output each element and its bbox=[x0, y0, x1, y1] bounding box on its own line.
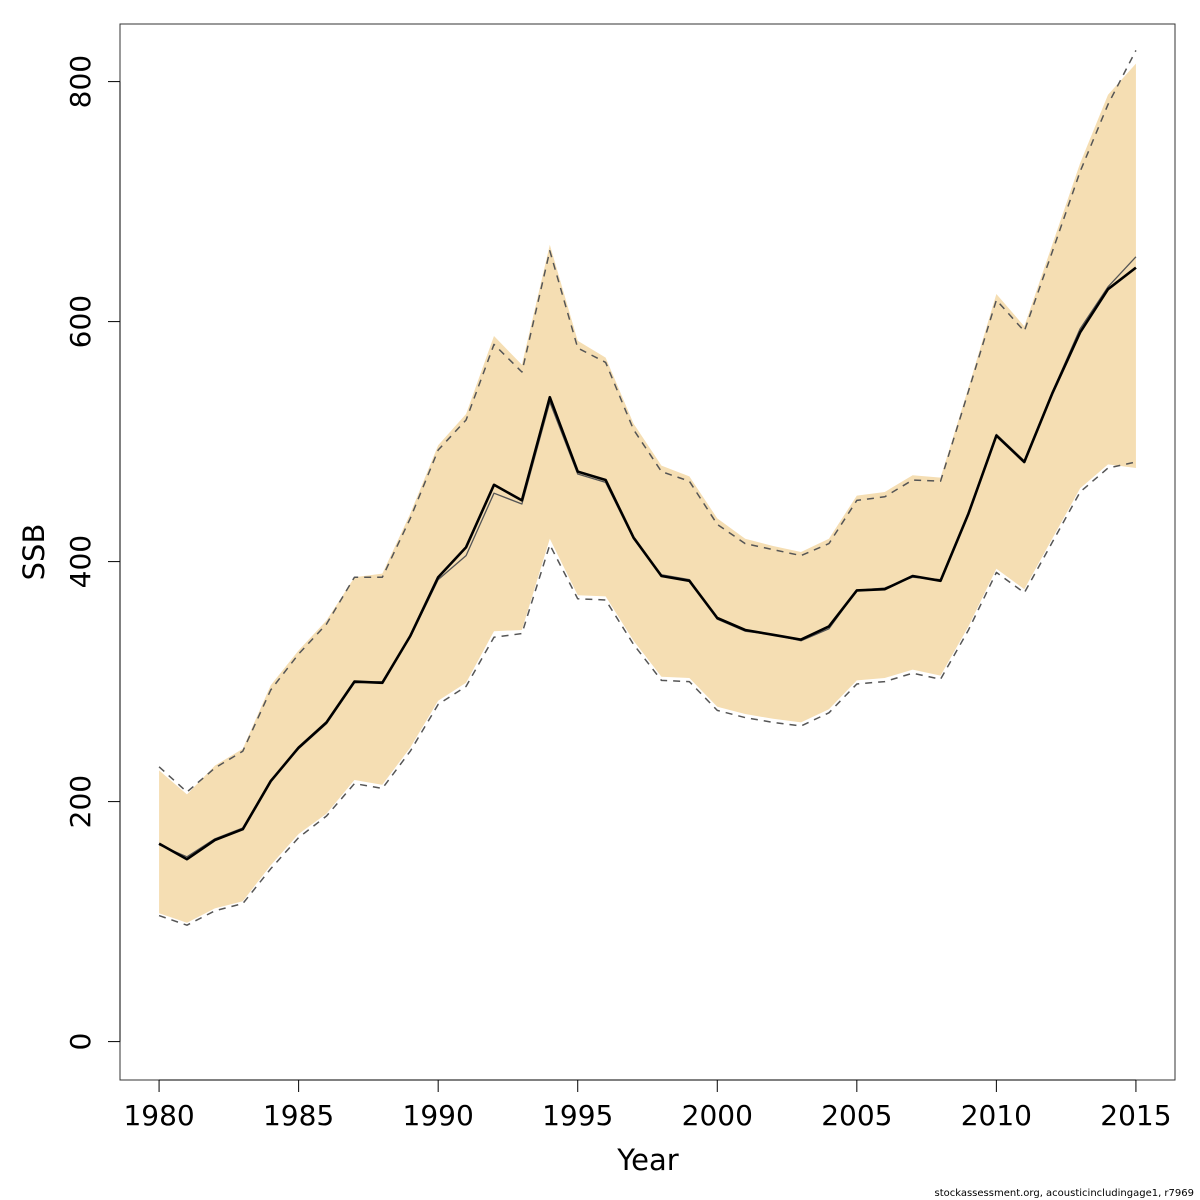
y-axis-title: SSB bbox=[17, 524, 51, 581]
series-line-lower-interval bbox=[158, 461, 1137, 926]
y-tick-label: 600 bbox=[64, 295, 97, 348]
x-tick-label: 1985 bbox=[263, 1099, 334, 1132]
confidence-band-layer bbox=[159, 63, 1136, 923]
y-axis: 0 200 400 600 800 bbox=[64, 55, 121, 1051]
x-axis-title: Year bbox=[616, 1143, 678, 1177]
y-tick-label: 0 bbox=[64, 1033, 97, 1051]
x-tick-label: 1990 bbox=[403, 1099, 474, 1132]
series-line-estimate bbox=[158, 266, 1137, 861]
x-tick-label: 2010 bbox=[961, 1099, 1032, 1132]
footer-note: stockassessment.org, acousticincludingag… bbox=[934, 1188, 1194, 1199]
x-tick-label: 2005 bbox=[821, 1099, 892, 1132]
confidence-band bbox=[159, 63, 1136, 923]
x-axis: 1980 1985 1990 1995 2000 2005 2010 2015 bbox=[123, 1079, 1172, 1132]
x-tick-label: 1980 bbox=[123, 1099, 194, 1132]
y-tick-label: 800 bbox=[64, 55, 97, 108]
y-tick-label: 200 bbox=[64, 775, 97, 828]
series-layer bbox=[158, 50, 1137, 926]
series-line-upper-interval bbox=[158, 50, 1137, 793]
x-tick-label: 2015 bbox=[1100, 1099, 1171, 1132]
x-tick-label: 2000 bbox=[682, 1099, 753, 1132]
y-tick-label: 400 bbox=[64, 535, 97, 588]
x-tick-label: 1995 bbox=[542, 1099, 613, 1132]
